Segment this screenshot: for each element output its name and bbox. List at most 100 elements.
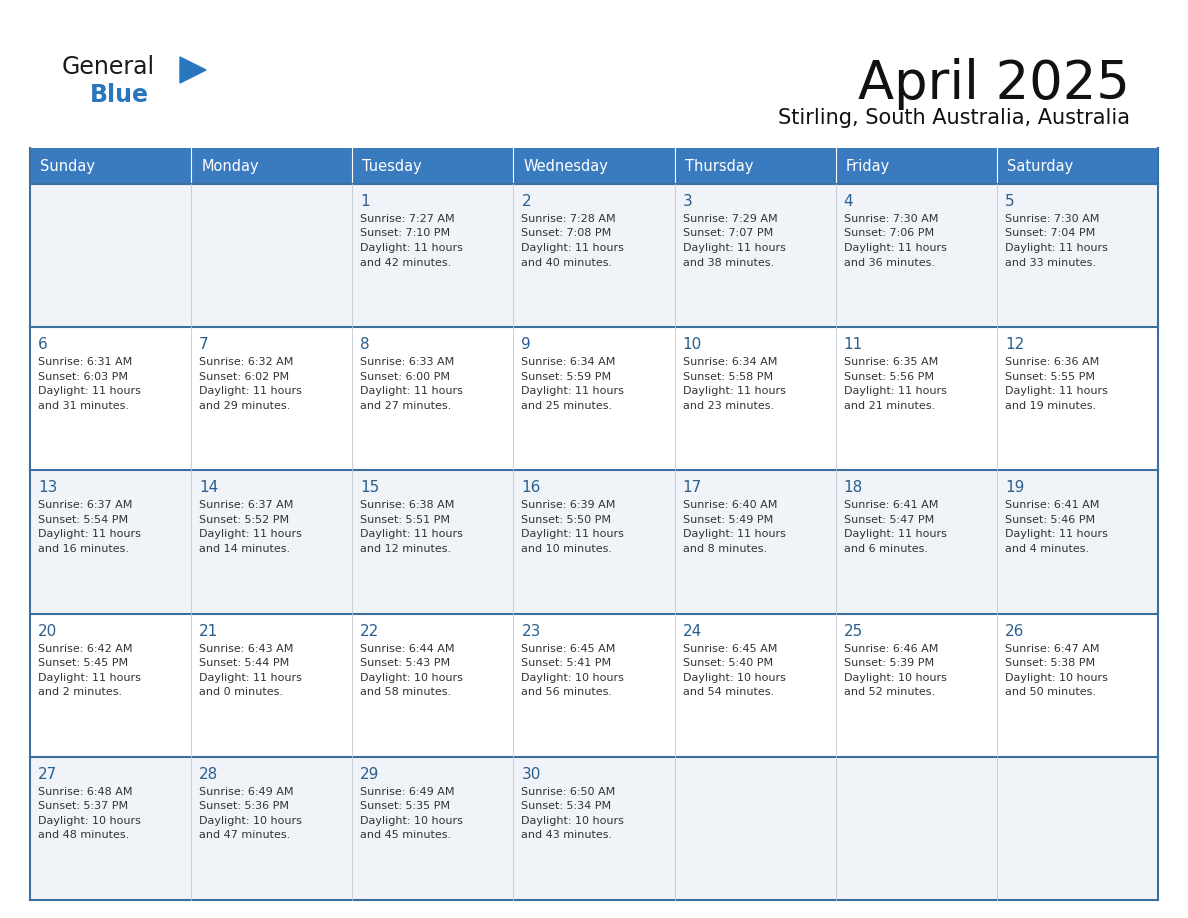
Text: 7: 7 (200, 337, 209, 353)
Text: and 38 minutes.: and 38 minutes. (683, 258, 773, 267)
Text: Daylight: 11 hours: Daylight: 11 hours (1005, 386, 1107, 397)
Text: and 6 minutes.: and 6 minutes. (843, 543, 928, 554)
Text: Sunset: 7:07 PM: Sunset: 7:07 PM (683, 229, 773, 239)
Text: Daylight: 11 hours: Daylight: 11 hours (843, 386, 947, 397)
Text: Daylight: 11 hours: Daylight: 11 hours (38, 673, 141, 683)
Text: 1: 1 (360, 194, 369, 209)
Text: Sunrise: 6:35 AM: Sunrise: 6:35 AM (843, 357, 939, 367)
Text: 24: 24 (683, 623, 702, 639)
Text: Sunrise: 6:45 AM: Sunrise: 6:45 AM (522, 644, 615, 654)
Text: and 42 minutes.: and 42 minutes. (360, 258, 451, 267)
Text: Sunset: 5:49 PM: Sunset: 5:49 PM (683, 515, 773, 525)
Text: 12: 12 (1005, 337, 1024, 353)
Text: 9: 9 (522, 337, 531, 353)
Text: and 54 minutes.: and 54 minutes. (683, 687, 773, 697)
Text: Sunrise: 6:45 AM: Sunrise: 6:45 AM (683, 644, 777, 654)
Text: and 56 minutes.: and 56 minutes. (522, 687, 613, 697)
Text: and 25 minutes.: and 25 minutes. (522, 400, 613, 410)
Text: 18: 18 (843, 480, 862, 496)
Text: and 12 minutes.: and 12 minutes. (360, 543, 451, 554)
Text: Sunrise: 6:42 AM: Sunrise: 6:42 AM (38, 644, 133, 654)
Text: 6: 6 (38, 337, 48, 353)
Text: Sunset: 5:51 PM: Sunset: 5:51 PM (360, 515, 450, 525)
Text: Sunset: 5:56 PM: Sunset: 5:56 PM (843, 372, 934, 382)
Text: General: General (62, 55, 156, 79)
Text: Sunset: 5:40 PM: Sunset: 5:40 PM (683, 658, 772, 668)
Text: 2: 2 (522, 194, 531, 209)
Text: 5: 5 (1005, 194, 1015, 209)
Text: Sunset: 7:04 PM: Sunset: 7:04 PM (1005, 229, 1095, 239)
Text: Sunset: 6:03 PM: Sunset: 6:03 PM (38, 372, 128, 382)
Text: Wednesday: Wednesday (524, 159, 608, 174)
Text: Daylight: 11 hours: Daylight: 11 hours (360, 243, 463, 253)
Bar (30, 184, 1158, 327)
Text: Sunset: 5:55 PM: Sunset: 5:55 PM (1005, 372, 1095, 382)
Text: 11: 11 (843, 337, 862, 353)
Text: and 47 minutes.: and 47 minutes. (200, 830, 290, 840)
Text: 28: 28 (200, 767, 219, 782)
Text: 22: 22 (360, 623, 379, 639)
Text: Sunset: 5:34 PM: Sunset: 5:34 PM (522, 801, 612, 812)
Bar (835, 148, 997, 184)
Text: and 27 minutes.: and 27 minutes. (360, 400, 451, 410)
Text: Sunset: 5:46 PM: Sunset: 5:46 PM (1005, 515, 1095, 525)
Text: and 19 minutes.: and 19 minutes. (1005, 400, 1097, 410)
Text: Sunset: 5:50 PM: Sunset: 5:50 PM (522, 515, 612, 525)
Text: 17: 17 (683, 480, 702, 496)
Text: and 23 minutes.: and 23 minutes. (683, 400, 773, 410)
Text: Sunrise: 6:39 AM: Sunrise: 6:39 AM (522, 500, 615, 510)
Bar (513, 148, 675, 184)
Text: 25: 25 (843, 623, 862, 639)
Text: and 48 minutes.: and 48 minutes. (38, 830, 129, 840)
Text: Daylight: 10 hours: Daylight: 10 hours (38, 816, 141, 826)
Text: and 43 minutes.: and 43 minutes. (522, 830, 613, 840)
Text: Sunset: 5:54 PM: Sunset: 5:54 PM (38, 515, 128, 525)
Text: Sunrise: 6:46 AM: Sunrise: 6:46 AM (843, 644, 939, 654)
Bar (30, 756, 1158, 900)
Text: Daylight: 11 hours: Daylight: 11 hours (200, 673, 302, 683)
Text: Sunrise: 6:41 AM: Sunrise: 6:41 AM (843, 500, 939, 510)
Text: Sunset: 5:35 PM: Sunset: 5:35 PM (360, 801, 450, 812)
Text: and 40 minutes.: and 40 minutes. (522, 258, 613, 267)
Text: Sunset: 7:08 PM: Sunset: 7:08 PM (522, 229, 612, 239)
Text: Sunrise: 7:30 AM: Sunrise: 7:30 AM (843, 214, 939, 224)
Text: Sunrise: 6:37 AM: Sunrise: 6:37 AM (38, 500, 132, 510)
Text: 23: 23 (522, 623, 541, 639)
Text: Sunset: 6:00 PM: Sunset: 6:00 PM (360, 372, 450, 382)
Text: Daylight: 10 hours: Daylight: 10 hours (522, 673, 625, 683)
Text: Sunrise: 6:31 AM: Sunrise: 6:31 AM (38, 357, 132, 367)
Text: Sunrise: 6:33 AM: Sunrise: 6:33 AM (360, 357, 455, 367)
Text: Daylight: 11 hours: Daylight: 11 hours (522, 243, 625, 253)
Text: Sunrise: 6:47 AM: Sunrise: 6:47 AM (1005, 644, 1099, 654)
Text: Sunrise: 6:38 AM: Sunrise: 6:38 AM (360, 500, 455, 510)
Text: Daylight: 11 hours: Daylight: 11 hours (683, 243, 785, 253)
Text: Daylight: 10 hours: Daylight: 10 hours (360, 673, 463, 683)
Text: Sunset: 7:06 PM: Sunset: 7:06 PM (843, 229, 934, 239)
Bar (30, 327, 1158, 470)
Text: Daylight: 11 hours: Daylight: 11 hours (522, 530, 625, 540)
Text: Sunrise: 7:30 AM: Sunrise: 7:30 AM (1005, 214, 1099, 224)
Text: 26: 26 (1005, 623, 1024, 639)
Text: 27: 27 (38, 767, 57, 782)
Text: and 2 minutes.: and 2 minutes. (38, 687, 122, 697)
Text: Sunrise: 7:29 AM: Sunrise: 7:29 AM (683, 214, 777, 224)
Text: Sunrise: 6:41 AM: Sunrise: 6:41 AM (1005, 500, 1099, 510)
Text: Sunset: 5:36 PM: Sunset: 5:36 PM (200, 801, 289, 812)
Text: 3: 3 (683, 194, 693, 209)
Text: Saturday: Saturday (1007, 159, 1073, 174)
Text: and 31 minutes.: and 31 minutes. (38, 400, 129, 410)
Text: Daylight: 11 hours: Daylight: 11 hours (1005, 530, 1107, 540)
Text: Sunrise: 6:37 AM: Sunrise: 6:37 AM (200, 500, 293, 510)
Text: Friday: Friday (846, 159, 890, 174)
Text: Daylight: 11 hours: Daylight: 11 hours (360, 530, 463, 540)
Text: 19: 19 (1005, 480, 1024, 496)
Bar (30, 148, 191, 184)
Text: and 21 minutes.: and 21 minutes. (843, 400, 935, 410)
Text: Sunset: 5:47 PM: Sunset: 5:47 PM (843, 515, 934, 525)
Text: Daylight: 11 hours: Daylight: 11 hours (200, 386, 302, 397)
Text: 14: 14 (200, 480, 219, 496)
Text: and 58 minutes.: and 58 minutes. (360, 687, 451, 697)
Text: Daylight: 10 hours: Daylight: 10 hours (1005, 673, 1107, 683)
Bar (30, 613, 1158, 756)
Text: and 10 minutes.: and 10 minutes. (522, 543, 613, 554)
